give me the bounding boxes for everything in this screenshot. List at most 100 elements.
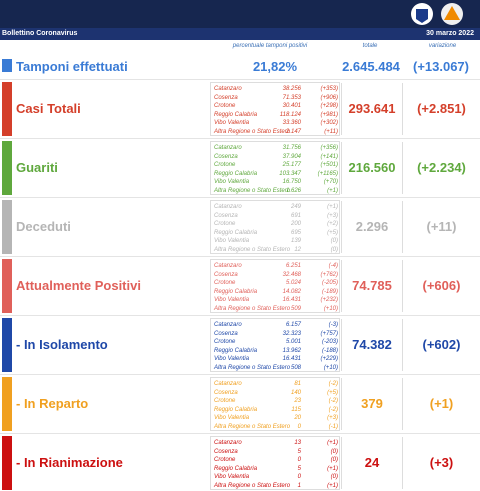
province-value: 5.024	[285, 280, 301, 287]
section-label: - In Rianimazione	[16, 455, 123, 470]
province-change: (+3)	[327, 212, 338, 219]
column-separator	[402, 319, 403, 371]
section: - In Reparto Catanzaro 81 (-2) Cosenza 140 (+5…	[0, 376, 480, 432]
province-value: 6.251	[285, 263, 301, 269]
column-separator	[402, 201, 403, 253]
tests-total: 2.645.484	[342, 59, 400, 74]
province-name: Altra Regione o Stato Estero	[214, 188, 291, 194]
province-name: Vibo Valentia	[214, 356, 250, 363]
section-label: - In Isolamento	[16, 337, 108, 352]
province-value: 691	[290, 212, 301, 219]
section-total: 2.296	[355, 219, 389, 234]
province-row: Cosenza 5 (0)	[211, 448, 341, 456]
province-row: Altra Regione o Stato Estero 12 (0)	[211, 246, 341, 254]
province-box: Catanzaro 6.157 (-3) Cosenza 32.323 (+757) Cro…	[210, 318, 340, 372]
province-name: Catanzaro	[214, 145, 242, 151]
section: - In Rianimazione Catanzaro 13 (+1) Cosenza 5…	[0, 435, 480, 491]
province-name: Altra Regione o Stato Estero	[214, 306, 291, 312]
province-row: Altra Regione o Stato Estero 509 (+10)	[211, 305, 341, 313]
province-name: Cosenza	[214, 448, 238, 455]
province-change: (-203)	[321, 339, 338, 346]
province-value: 32.323	[282, 330, 301, 337]
province-row: Reggio Calabria 5 (+1)	[211, 465, 341, 473]
province-value: 1	[297, 483, 301, 489]
tests-percent: 21,82%	[252, 59, 298, 74]
section-change: (+606)	[422, 278, 461, 293]
province-name: Cosenza	[214, 153, 238, 160]
province-box: Catanzaro 6.251 (-4) Cosenza 32.468 (+762) Cro…	[210, 259, 340, 313]
province-change: (+501)	[320, 162, 338, 169]
province-row: Cosenza 37.904 (+141)	[211, 153, 341, 161]
column-separator	[402, 142, 403, 194]
province-change: (+5)	[327, 229, 338, 236]
province-name: Altra Regione o Stato Estero	[214, 129, 291, 135]
province-value: 0	[297, 474, 301, 481]
province-row: Altra Regione o Stato Estero 1.626 (+1)	[211, 187, 341, 195]
province-name: Vibo Valentia	[214, 415, 250, 422]
province-name: Cosenza	[214, 212, 238, 219]
province-name: Vibo Valentia	[214, 474, 250, 481]
province-row: Cosenza 140 (+5)	[211, 389, 341, 397]
province-name: Crotone	[214, 398, 236, 405]
province-change: (+11)	[324, 129, 338, 135]
province-value: 16.750	[282, 179, 301, 186]
province-row: Reggio Calabria 695 (+5)	[211, 229, 341, 237]
province-box: Catanzaro 249 (+1) Cosenza 691 (+3) Crotone 200…	[210, 200, 340, 254]
section-total: 379	[361, 396, 383, 411]
province-change: (0)	[330, 238, 338, 245]
section-label: Casi Totali	[16, 101, 81, 116]
column-separator	[402, 260, 403, 312]
province-row: Reggio Calabria 103.347 (+1165)	[211, 170, 341, 178]
province-name: Crotone	[214, 162, 236, 169]
section-bar	[2, 377, 12, 431]
province-row: Reggio Calabria 14.082 (-189)	[211, 288, 341, 296]
province-change: (0)	[330, 457, 338, 464]
province-name: Crotone	[214, 457, 236, 464]
province-row: Cosenza 32.323 (+757)	[211, 330, 341, 338]
province-change: (-3)	[328, 322, 338, 328]
province-change: (+1165)	[317, 170, 338, 177]
province-row: Crotone 30.401 (+298)	[211, 102, 341, 110]
province-change: (0)	[330, 448, 338, 455]
separator	[0, 374, 480, 375]
province-change: (+232)	[320, 297, 338, 304]
section-label: Attualmente Positivi	[16, 278, 141, 293]
province-row: Reggio Calabria 13.962 (-188)	[211, 347, 341, 355]
province-change: (+229)	[320, 356, 338, 363]
column-separator	[341, 142, 342, 194]
header-title: Bollettino Coronavirus	[2, 30, 78, 37]
province-value: 16.431	[282, 356, 301, 363]
province-row: Reggio Calabria 118.124 (+981)	[211, 111, 341, 119]
province-change: (+10)	[323, 365, 338, 371]
province-value: 30.401	[282, 103, 301, 110]
section: Deceduti Catanzaro 249 (+1) Cosenza 691 (+3) Cr…	[0, 199, 480, 255]
province-row: Catanzaro 6.157 (-3)	[211, 321, 341, 329]
province-row: Catanzaro 31.756 (+356)	[211, 144, 341, 152]
province-name: Catanzaro	[214, 86, 242, 92]
province-value: 81	[294, 381, 301, 387]
header-date: 30 marzo 2022	[426, 30, 474, 37]
province-name: Catanzaro	[214, 263, 242, 269]
province-value: 23	[294, 398, 301, 405]
province-name: Crotone	[214, 339, 236, 346]
province-change: (+302)	[320, 120, 338, 127]
province-value: 118.124	[279, 111, 301, 118]
province-name: Crotone	[214, 221, 236, 228]
section-change: (+11)	[426, 219, 457, 234]
province-change: (+70)	[323, 179, 338, 186]
province-change: (-2)	[328, 398, 338, 405]
province-change: (0)	[330, 247, 338, 253]
province-name: Catanzaro	[214, 322, 242, 328]
province-value: 71.353	[282, 94, 301, 101]
province-name: Altra Regione o Stato Estero	[214, 424, 291, 430]
section-bar	[2, 200, 12, 254]
section-change: (+1)	[429, 396, 454, 411]
separator	[0, 433, 480, 434]
province-name: Reggio Calabria	[214, 465, 258, 472]
province-value: 20	[294, 415, 301, 422]
tests-marker	[2, 59, 12, 72]
province-name: Crotone	[214, 103, 236, 110]
logos	[411, 3, 463, 25]
province-row: Crotone 23 (-2)	[211, 397, 341, 405]
